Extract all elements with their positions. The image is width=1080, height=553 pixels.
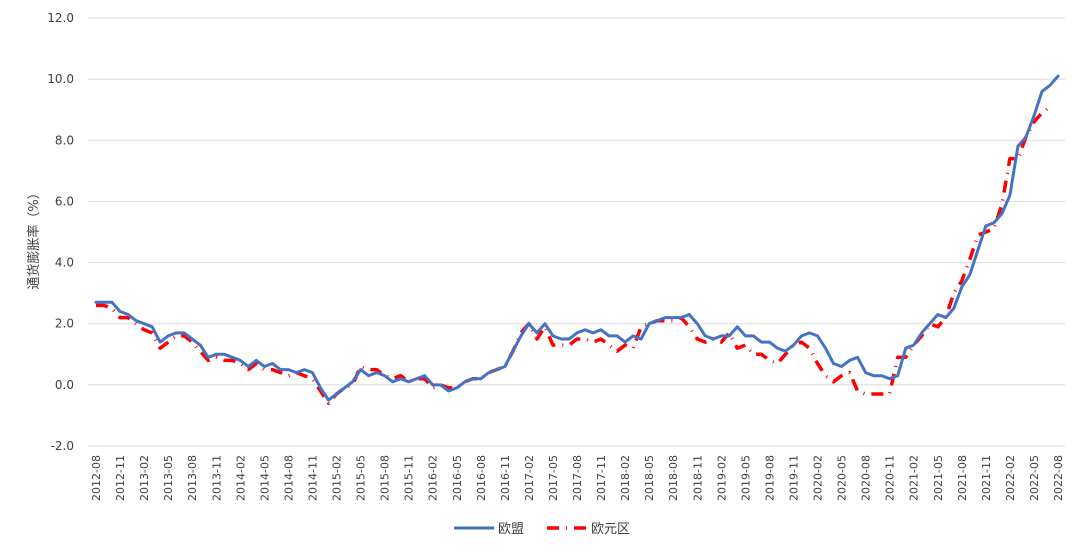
y-tick-label: 2.0 — [55, 317, 74, 331]
gridlines — [88, 17, 1065, 447]
x-tick-label: 2015-05 — [355, 455, 368, 501]
x-tick-label: 2016-08 — [475, 455, 488, 501]
x-tick-label: 2021-08 — [956, 455, 969, 501]
x-tick-label: 2014-11 — [306, 455, 319, 501]
x-tick-label: 2018-11 — [691, 455, 704, 501]
x-tick-label: 2018-05 — [643, 455, 656, 501]
x-tick-label: 2016-11 — [499, 455, 512, 501]
x-tick-label: 2017-05 — [547, 455, 560, 501]
x-tick-label: 2016-05 — [451, 455, 464, 501]
y-axis-ticks: 12.0 10.0 8.0 6.0 4.0 2.0 0.0 -2.0 — [47, 11, 74, 453]
x-tick-label: 2013-08 — [186, 455, 199, 501]
series-lines — [94, 74, 1060, 405]
series-line-eu — [94, 74, 1060, 402]
y-tick-label: 6.0 — [55, 194, 74, 208]
x-tick-label: 2013-02 — [138, 455, 151, 501]
y-tick-label: 8.0 — [55, 133, 74, 147]
x-tick-label: 2019-05 — [739, 455, 752, 501]
x-tick-label: 2020-11 — [884, 455, 897, 501]
x-tick-label: 2014-08 — [282, 455, 295, 501]
x-tick-label: 2017-11 — [595, 455, 608, 501]
x-tick-label: 2018-08 — [667, 455, 680, 501]
x-tick-label: 2022-05 — [1028, 455, 1041, 501]
x-tick-label: 2022-02 — [1004, 455, 1017, 501]
x-tick-label: 2015-08 — [379, 455, 392, 501]
x-tick-label: 2021-11 — [980, 455, 993, 501]
x-tick-label: 2017-08 — [571, 455, 584, 501]
y-tick-label: 10.0 — [47, 72, 74, 86]
y-axis-title: 通货膨胀率（%） — [26, 186, 42, 289]
x-tick-label: 2022-08 — [1052, 455, 1065, 501]
x-tick-label: 2019-08 — [763, 455, 776, 501]
x-tick-label: 2015-02 — [331, 455, 344, 501]
series-line-eurozone — [96, 105, 1052, 405]
x-tick-label: 2014-02 — [234, 455, 247, 501]
y-tick-label: 0.0 — [55, 378, 74, 392]
legend: 欧盟 欧元区 — [454, 522, 630, 537]
x-tick-label: 2020-08 — [860, 455, 873, 501]
y-tick-label: 4.0 — [55, 256, 74, 270]
x-tick-label: 2015-11 — [403, 455, 416, 501]
y-tick-label: -2.0 — [51, 439, 74, 453]
y-tick-label: 12.0 — [47, 11, 74, 25]
x-tick-label: 2012-08 — [90, 455, 103, 501]
x-tick-label: 2021-05 — [932, 455, 945, 501]
legend-label-eu: 欧盟 — [498, 522, 524, 537]
x-tick-label: 2020-02 — [812, 455, 825, 501]
x-tick-label: 2018-02 — [619, 455, 632, 501]
x-tick-label: 2019-02 — [715, 455, 728, 501]
x-tick-label: 2020-05 — [836, 455, 849, 501]
x-axis-ticks: 2012-08 2012-11 2013-02 2013-05 2013-08 2013-… — [90, 455, 1065, 501]
x-tick-label: 2017-02 — [523, 455, 536, 501]
legend-label-eurozone: 欧元区 — [591, 522, 630, 537]
x-tick-label: 2016-02 — [427, 455, 440, 501]
x-tick-label: 2013-11 — [210, 455, 223, 501]
x-tick-label: 2013-05 — [162, 455, 175, 501]
x-tick-label: 2012-11 — [114, 455, 127, 501]
x-tick-label: 2014-05 — [258, 455, 271, 501]
x-tick-label: 2021-02 — [908, 455, 921, 501]
x-tick-label: 2019-11 — [787, 455, 800, 501]
